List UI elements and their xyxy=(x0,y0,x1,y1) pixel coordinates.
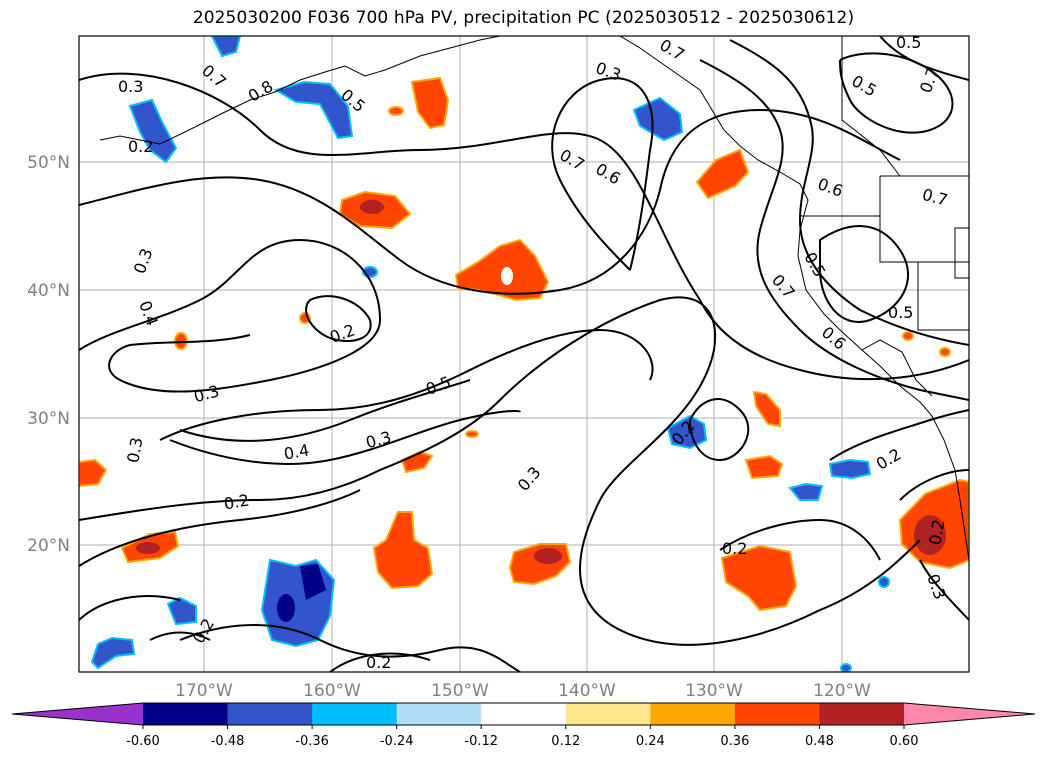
latitude-labels: 50°N 40°N 30°N 20°N xyxy=(27,153,70,556)
contour-label: 0.5 xyxy=(896,33,921,52)
lon-tick-label: 150°W xyxy=(431,681,489,701)
pv-contours xyxy=(79,36,969,672)
lon-tick-label: 170°W xyxy=(175,681,233,701)
gridlines xyxy=(79,36,969,672)
longitude-labels: 170°W 160°W 150°W 140°W 130°W 120°W xyxy=(175,681,871,701)
contour-label: 0.5 xyxy=(888,303,913,322)
colorbar-tick-label: 0.60 xyxy=(890,734,919,749)
coastlines xyxy=(99,36,969,561)
lon-tick-label: 130°W xyxy=(685,681,743,701)
colorbar-segment xyxy=(650,703,736,725)
colorbar-tick-label: -0.36 xyxy=(295,734,329,749)
colorbar-segment xyxy=(227,703,313,725)
colorbar-tick-label: -0.24 xyxy=(380,734,414,749)
colorbar-segment xyxy=(734,703,820,725)
lat-tick-label: 50°N xyxy=(27,153,70,173)
colorbar-tick-label: 0.12 xyxy=(551,734,580,749)
lon-tick-label: 120°W xyxy=(813,681,871,701)
colorbar-extend-max xyxy=(904,703,1035,725)
precip-shading xyxy=(79,36,969,672)
contour-label: 0.3 xyxy=(118,77,143,96)
colorbar-tick-label: -0.48 xyxy=(211,734,245,749)
contour-label: 0.2 xyxy=(366,653,391,672)
colorbar-tick-label: 0.48 xyxy=(805,734,834,749)
map-title: 2025030200 F036 700 hPa PV, precipitatio… xyxy=(192,8,855,28)
lon-tick-label: 160°W xyxy=(303,681,361,701)
lat-tick-label: 20°N xyxy=(27,536,70,556)
lon-tick-label: 140°W xyxy=(558,681,616,701)
colorbar-segment xyxy=(819,703,905,725)
colorbar-segment xyxy=(481,703,567,725)
map-frame xyxy=(78,35,970,673)
colorbar-tick-label: 0.24 xyxy=(636,734,665,749)
contour-label: 0.3 xyxy=(123,436,146,464)
contour-label: 0.2 xyxy=(925,518,948,546)
colorbar-segment xyxy=(312,703,398,725)
colorbar-tick-label: -0.12 xyxy=(464,734,498,749)
colorbar-segment xyxy=(396,703,482,725)
contour-label: 0.2 xyxy=(722,539,747,558)
contour-label: 0.2 xyxy=(222,490,250,513)
contour-label: 0.4 xyxy=(282,440,310,463)
lat-tick-label: 30°N xyxy=(27,409,70,429)
colorbar-extend-min xyxy=(12,703,143,725)
colorbar-segment xyxy=(143,703,229,725)
lat-tick-label: 40°N xyxy=(27,281,70,301)
colorbar-tick-label: 0.36 xyxy=(720,734,749,749)
colorbar-segment xyxy=(565,703,651,725)
contour-label: 0.2 xyxy=(128,137,153,156)
colorbar-tick-label: -0.60 xyxy=(126,734,160,749)
colorbar: -0.60 -0.48 -0.36 -0.24 -0.12 0.12 0.24 0.36 0.4… xyxy=(11,702,1036,749)
